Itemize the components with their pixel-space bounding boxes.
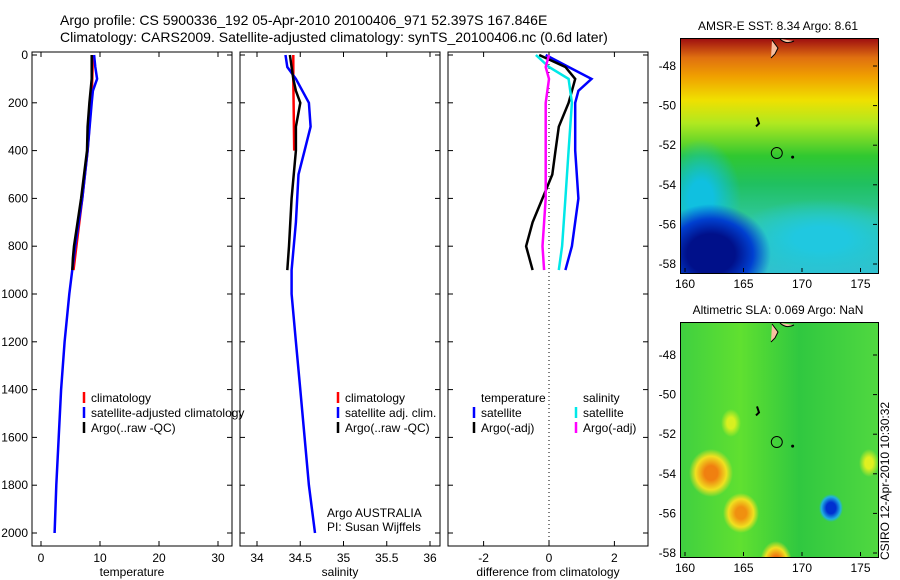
argo-float-marker <box>770 436 783 449</box>
y-tick-label: 1200 <box>1 335 28 349</box>
legend-label: climatology <box>345 391 405 405</box>
panel-frame-1 <box>31 51 233 547</box>
map-y-tick-label: -58 <box>659 546 677 560</box>
x-tick-label: 35 <box>337 551 351 565</box>
x-tick-label: 34 <box>250 551 264 565</box>
y-tick-label: 800 <box>8 239 28 253</box>
series-line <box>292 55 296 151</box>
y-tick-label: 200 <box>8 96 28 110</box>
y-tick-label: 1400 <box>1 383 28 397</box>
y-tick-label: 400 <box>8 144 28 158</box>
series-line <box>541 54 551 271</box>
title-line-2: Climatology: CARS2009. Satellite-adjuste… <box>60 29 608 45</box>
island-icon <box>755 406 761 417</box>
title-line-1: Argo profile: CS 5900336_192 05-Apr-2010… <box>60 12 548 28</box>
series-line <box>524 53 577 271</box>
x-tick-label: 30 <box>211 551 225 565</box>
legend-header: temperature <box>481 391 546 405</box>
map-x-tick-label: 175 <box>850 561 870 575</box>
map-y-tick-label: -56 <box>659 217 677 231</box>
legend-label: Argo(..raw -QC) <box>91 421 176 435</box>
x-axis-label: salinity <box>322 565 359 579</box>
x-tick-label: 0 <box>38 551 45 565</box>
map-y-tick-label: -56 <box>659 506 677 520</box>
panel-frame-3 <box>447 51 649 547</box>
x-tick-label: 10 <box>93 551 107 565</box>
map-title: Altimetric SLA: 0.069 Argo: NaN <box>693 303 864 317</box>
series-line <box>545 53 594 271</box>
map-y-tick-label: -48 <box>659 59 677 73</box>
credit-line-2: PI: Susan Wijffels <box>327 520 421 534</box>
island-dot <box>791 444 795 448</box>
x-tick-label: 35.5 <box>375 551 399 565</box>
map-y-tick-label: -58 <box>659 257 677 271</box>
legend-label: Argo(..raw -QC) <box>345 421 430 435</box>
series-line <box>284 54 317 534</box>
legend-label: Argo(-adj) <box>481 421 534 435</box>
map-y-tick-label: -48 <box>659 348 677 362</box>
map-y-tick-label: -50 <box>659 99 677 113</box>
argo-float-marker <box>770 147 783 160</box>
x-axis-label: difference from climatology <box>476 565 619 579</box>
legend-label: climatology <box>91 391 151 405</box>
island-dot <box>791 155 795 159</box>
series-line <box>53 54 99 534</box>
y-tick-label: 1000 <box>1 287 28 301</box>
x-tick-label: -2 <box>478 551 489 565</box>
island-icon <box>770 322 795 343</box>
map-x-tick-label: 160 <box>675 561 695 575</box>
map-y-tick-label: -52 <box>659 427 677 441</box>
map-title: AMSR-E SST: 8.34 Argo: 8.61 <box>698 19 858 33</box>
map-x-tick-label: 170 <box>792 277 812 291</box>
x-tick-label: 2 <box>611 551 618 565</box>
legend-label: satellite <box>583 406 624 420</box>
legend-label: Argo(-adj) <box>583 421 636 435</box>
map-x-tick-label: 170 <box>792 561 812 575</box>
y-tick-label: 0 <box>21 48 28 62</box>
island-icon <box>755 117 761 128</box>
x-tick-label: 34.5 <box>289 551 313 565</box>
map-x-tick-label: 160 <box>675 277 695 291</box>
map-y-tick-label: -52 <box>659 138 677 152</box>
x-tick-label: 20 <box>152 551 166 565</box>
y-tick-label: 1600 <box>1 430 28 444</box>
y-tick-label: 2000 <box>1 526 28 540</box>
x-axis-label: temperature <box>100 565 165 579</box>
map-x-tick-label: 165 <box>733 561 753 575</box>
x-tick-label: 36 <box>423 551 437 565</box>
timestamp: CSIRO 12-Apr-2010 10:30:32 <box>878 401 892 560</box>
map-x-tick-label: 175 <box>850 277 870 291</box>
legend-label: satellite-adjusted climatology <box>91 406 244 420</box>
y-tick-label: 600 <box>8 191 28 205</box>
sla-map <box>680 322 879 558</box>
series-line <box>535 54 574 271</box>
legend-label: satellite <box>481 406 522 420</box>
y-tick-label: 1800 <box>1 478 28 492</box>
panel-frame-2 <box>239 51 441 547</box>
map-y-tick-label: -54 <box>659 178 677 192</box>
credit-line-1: Argo AUSTRALIA <box>327 506 422 520</box>
legend-header: salinity <box>583 391 620 405</box>
island-icon <box>770 38 795 59</box>
series-line <box>286 54 302 271</box>
sst-map <box>680 38 879 274</box>
map-y-tick-label: -50 <box>659 388 677 402</box>
x-tick-label: 0 <box>546 551 553 565</box>
map-y-tick-label: -54 <box>659 467 677 481</box>
series-line <box>71 55 93 271</box>
map-x-tick-label: 165 <box>733 277 753 291</box>
legend-label: satellite adj. clim. <box>345 406 436 420</box>
